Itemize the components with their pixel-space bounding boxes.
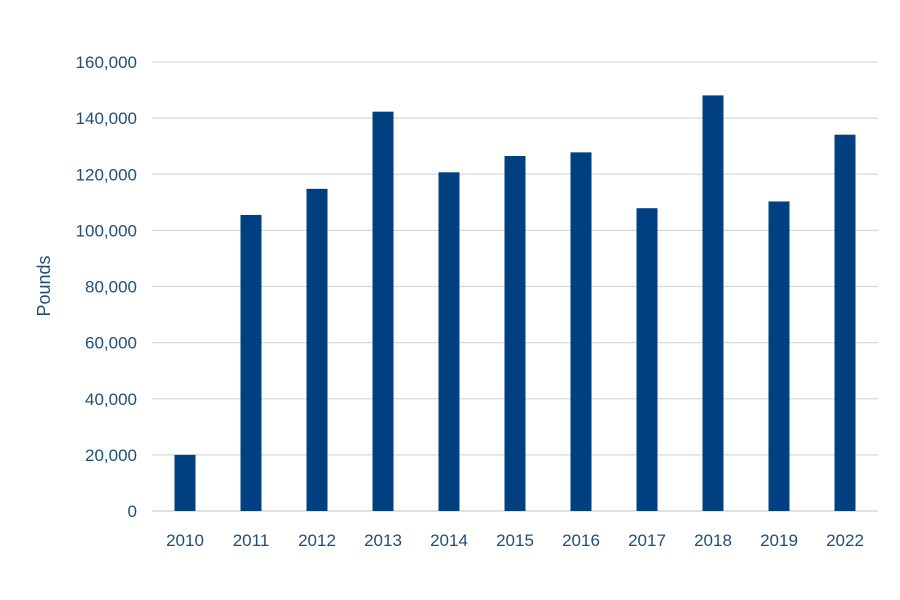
bar-2022 <box>834 134 856 511</box>
x-tick-label: 2010 <box>166 531 204 550</box>
y-tick-label: 120,000 <box>76 165 137 184</box>
y-tick-label: 100,000 <box>76 221 137 240</box>
x-tick-label: 2011 <box>233 531 270 550</box>
bar-2016 <box>570 152 592 511</box>
x-axis-tick-labels: 2010 2011 2012 2013 2014 2015 2016 2017 2018 2019… <box>166 531 864 550</box>
x-tick-label: 2019 <box>760 531 798 550</box>
y-tick-label: 60,000 <box>85 334 137 353</box>
x-tick-label: 2012 <box>298 531 336 550</box>
x-tick-label: 2022 <box>826 531 864 550</box>
bar-2013 <box>372 111 394 511</box>
bar-2014 <box>438 172 460 511</box>
bars <box>174 95 856 512</box>
y-tick-label: 80,000 <box>85 278 137 297</box>
bar-2017 <box>636 208 658 511</box>
y-tick-label: 0 <box>128 502 137 521</box>
x-tick-label: 2018 <box>694 531 732 550</box>
x-tick-label: 2017 <box>628 531 666 550</box>
y-tick-label: 20,000 <box>85 446 137 465</box>
y-tick-label: 160,000 <box>76 53 137 72</box>
x-tick-label: 2013 <box>364 531 402 550</box>
bar-2012 <box>306 188 328 511</box>
bar-2011 <box>240 214 262 512</box>
bar-2015 <box>504 156 526 511</box>
y-axis-title: Pounds <box>34 255 54 316</box>
y-tick-label: 40,000 <box>85 390 137 409</box>
y-tick-label: 140,000 <box>76 109 137 128</box>
bar-2019 <box>768 201 790 511</box>
x-tick-label: 2014 <box>430 531 468 550</box>
bar-2010 <box>174 454 196 511</box>
x-tick-label: 2016 <box>562 531 600 550</box>
x-tick-label: 2015 <box>496 531 534 550</box>
bar-2018 <box>702 95 724 511</box>
y-axis-tick-labels: 0 20,000 40,000 60,000 80,000 100,000 120,000 1… <box>76 53 137 521</box>
